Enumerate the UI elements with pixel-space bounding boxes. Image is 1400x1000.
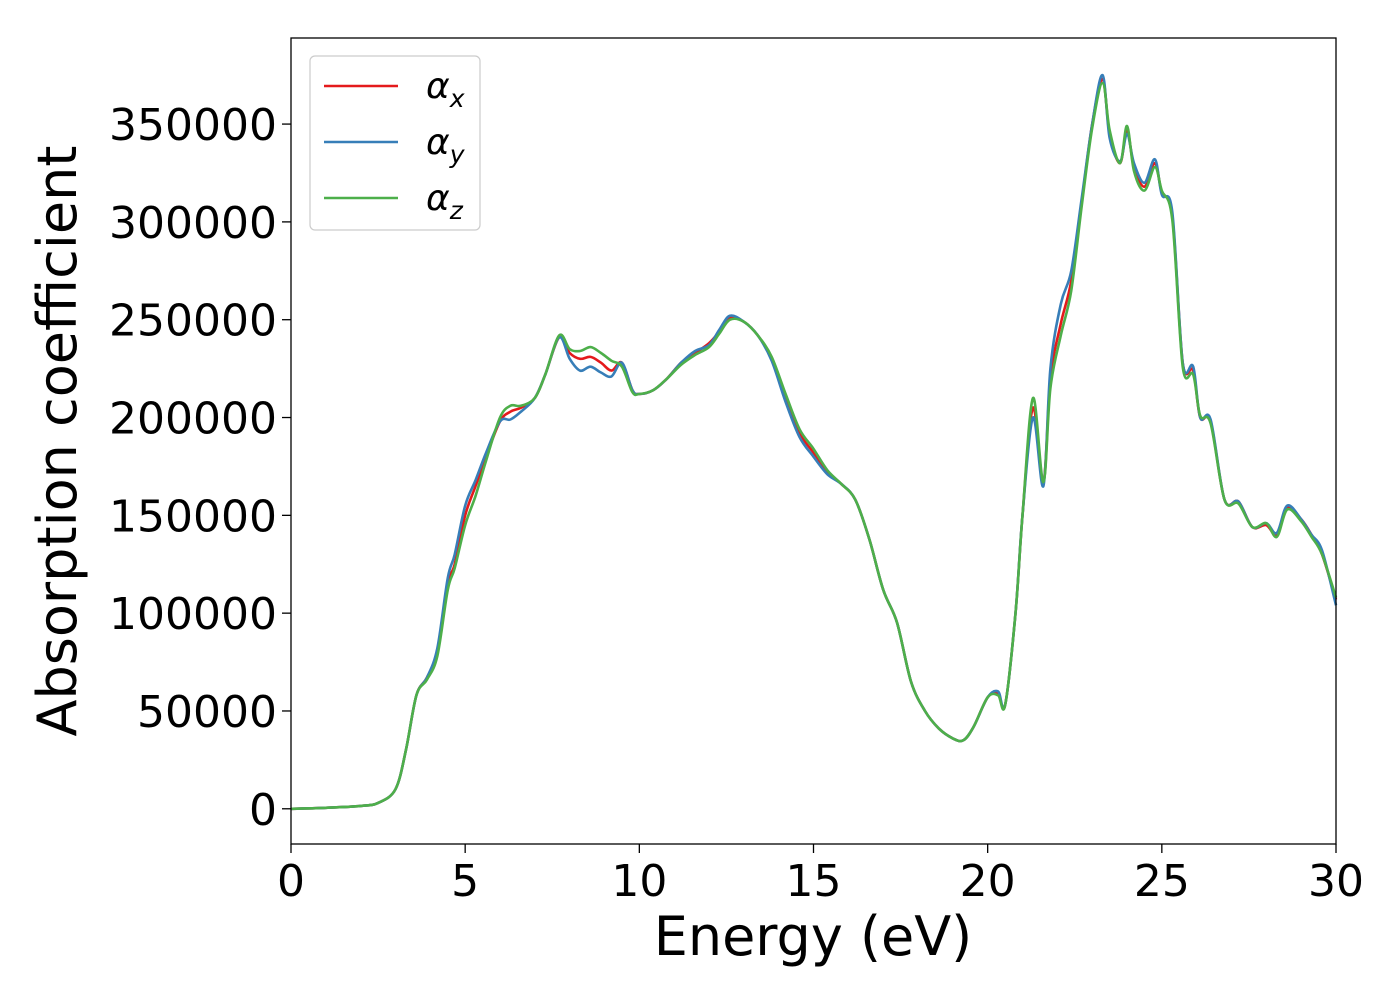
y-tick-label: 300000 (109, 198, 277, 249)
x-tick-label: 30 (1308, 856, 1364, 907)
y-axis-title: Absorption coefficient (26, 146, 89, 737)
y-tick-label: 50000 (137, 687, 277, 738)
x-tick-label: 5 (451, 856, 479, 907)
x-tick-label: 15 (786, 856, 842, 907)
y-tick-label: 350000 (109, 100, 277, 151)
x-tick-label: 10 (611, 856, 667, 907)
x-tick-label: 25 (1134, 856, 1190, 907)
y-tick-label: 200000 (109, 394, 277, 445)
plot-lines (290, 73, 1338, 811)
x-tick-label: 20 (960, 856, 1016, 907)
y-tick-label: 100000 (109, 589, 277, 640)
x-axis-ticks: 0 5 10 15 20 25 30 (277, 844, 1364, 907)
y-axis-ticks: 0 50000 100000 150000 200000 250000 300000 3500… (109, 100, 291, 836)
x-axis-title: Energy (eV) (654, 905, 973, 968)
y-tick-label: 150000 (109, 491, 277, 542)
series-line-3 (290, 81, 1338, 811)
y-tick-label: 250000 (109, 296, 277, 347)
y-tick-label: 0 (249, 785, 277, 836)
x-tick-label: 0 (277, 856, 305, 907)
